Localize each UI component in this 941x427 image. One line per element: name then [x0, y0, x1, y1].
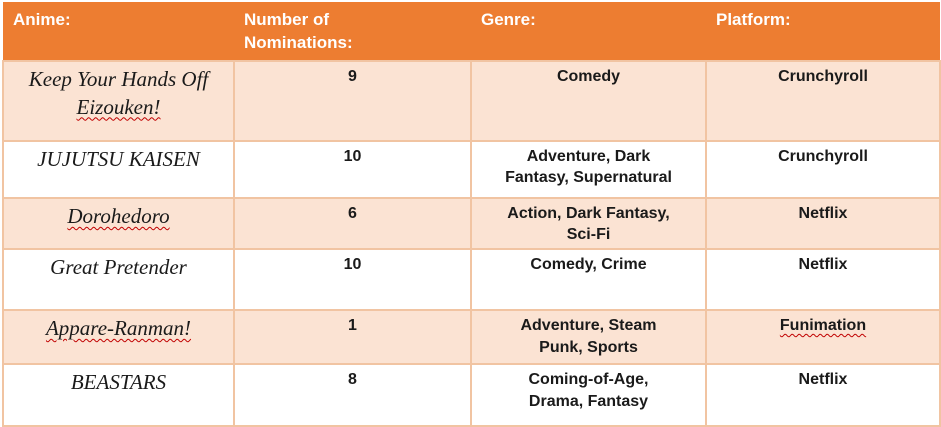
header-nominations[interactable]: Number of Nominations:	[234, 2, 471, 61]
anime-title: Keep Your Hands Off	[28, 66, 209, 91]
genre-cell[interactable]: Comedy, Crime	[470, 248, 707, 312]
platform-value: Crunchyroll	[778, 147, 868, 165]
header-anime-label: Anime:	[13, 10, 71, 29]
platform-cell[interactable]: Netflix	[705, 196, 941, 251]
platform-value: Funimation	[779, 317, 867, 335]
genre-cell[interactable]: Coming-of-Age, Drama, Fantasy	[470, 363, 707, 427]
genre-text-line2: Fantasy, Supernatural	[505, 169, 672, 187]
genre-cell[interactable]: Comedy	[470, 59, 707, 142]
platform-value: Netflix	[798, 256, 848, 274]
genre-text-line2: Sci-Fi	[566, 226, 611, 244]
platform-cell[interactable]: Funimation	[705, 309, 941, 366]
anime-name-cell[interactable]: Great Pretender	[2, 248, 235, 312]
nominations-cell[interactable]: 9	[233, 59, 472, 142]
genre-cell[interactable]: Adventure, Steam Punk, Sports	[470, 309, 707, 366]
header-platform-label: Platform:	[716, 10, 791, 29]
nominations-cell[interactable]: 8	[233, 363, 472, 427]
header-platform[interactable]: Platform:	[706, 2, 940, 61]
platform-cell[interactable]: Netflix	[705, 363, 941, 427]
anime-title-line2: Eizouken!	[76, 94, 161, 119]
nominations-value: 9	[348, 67, 357, 85]
anime-title: Dorohedoro	[67, 203, 170, 228]
platform-cell[interactable]: Netflix	[705, 248, 941, 312]
nominations-cell[interactable]: 10	[233, 139, 472, 199]
platform-value: Netflix	[798, 371, 848, 389]
platform-cell[interactable]: Crunchyroll	[705, 59, 941, 142]
genre-cell[interactable]: Adventure, Dark Fantasy, Supernatural	[470, 139, 707, 199]
table-row: JUJUTSU KAISEN 10 Adventure, Dark Fantas…	[2, 139, 941, 199]
anime-title: BEASTARS	[70, 370, 167, 395]
anime-title: Great Pretender	[50, 255, 187, 280]
anime-name-cell[interactable]: Keep Your Hands Off Eizouken!	[2, 59, 235, 142]
anime-name-cell[interactable]: BEASTARS	[2, 363, 235, 427]
genre-text: Adventure, Dark	[526, 147, 651, 165]
genre-cell[interactable]: Action, Dark Fantasy, Sci-Fi	[470, 196, 707, 251]
anime-title: JUJUTSU KAISEN	[37, 146, 200, 171]
genre-text-line2: Punk, Sports	[539, 338, 638, 356]
anime-name-cell[interactable]: Appare-Ranman!	[2, 309, 235, 366]
genre-text: Action, Dark Fantasy,	[507, 204, 670, 222]
nominations-value: 10	[343, 147, 362, 165]
nominations-value: 1	[348, 317, 357, 335]
header-nominations-label: Number of Nominations:	[244, 10, 353, 52]
table-row: Dorohedoro 6 Action, Dark Fantasy, Sci-F…	[2, 196, 941, 251]
header-anime[interactable]: Anime:	[3, 2, 234, 61]
nominations-value: 6	[348, 204, 357, 222]
header-genre[interactable]: Genre:	[471, 2, 706, 61]
anime-name-cell[interactable]: Dorohedoro	[2, 196, 235, 251]
nominations-value: 8	[348, 371, 357, 389]
nominations-cell[interactable]: 10	[233, 248, 472, 312]
platform-value: Netflix	[798, 204, 848, 222]
genre-text: Comedy	[556, 67, 621, 85]
nominations-value: 10	[343, 256, 362, 274]
nominations-cell[interactable]: 6	[233, 196, 472, 251]
table-row: BEASTARS 8 Coming-of-Age, Drama, Fantasy…	[2, 363, 941, 427]
genre-text: Comedy, Crime	[530, 256, 647, 274]
table-row: Great Pretender 10 Comedy, Crime Netflix	[2, 248, 941, 312]
genre-text: Coming-of-Age,	[528, 371, 649, 389]
nominations-cell[interactable]: 1	[233, 309, 472, 366]
header-row: Anime: Number of Nominations: Genre: Pla…	[3, 2, 940, 61]
table-row: Appare-Ranman! 1 Adventure, Steam Punk, …	[2, 309, 941, 366]
genre-text-line2: Drama, Fantasy	[528, 392, 649, 410]
table-row: Keep Your Hands Off Eizouken! 9 Comedy C…	[2, 59, 941, 142]
platform-cell[interactable]: Crunchyroll	[705, 139, 941, 199]
genre-text: Adventure, Steam	[520, 317, 657, 335]
header-genre-label: Genre:	[481, 10, 536, 29]
anime-name-cell[interactable]: JUJUTSU KAISEN	[2, 139, 235, 199]
anime-title: Appare-Ranman!	[45, 316, 192, 341]
platform-value: Crunchyroll	[778, 67, 868, 85]
